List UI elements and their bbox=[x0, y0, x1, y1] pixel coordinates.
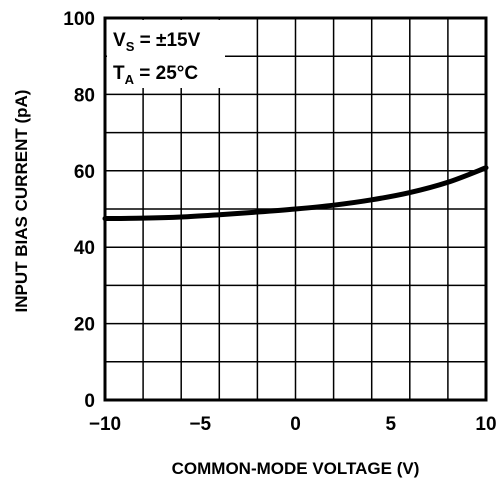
x-tick-label: −10 bbox=[89, 414, 121, 435]
y-axis-label: INPUT BIAS CURRENT (pA) bbox=[12, 90, 31, 313]
temperature-annotation: TA = 25°C bbox=[113, 63, 198, 87]
x-tick-label: 0 bbox=[290, 414, 301, 435]
annotation-background bbox=[107, 20, 225, 88]
annotation-box: VS = ±15V TA = 25°C bbox=[107, 20, 225, 88]
y-tick-label: 0 bbox=[84, 391, 95, 412]
y-tick-label: 100 bbox=[63, 9, 95, 30]
annotation-subscript: S bbox=[126, 39, 135, 54]
y-tick-labels: 0 20 40 60 80 100 bbox=[63, 9, 95, 412]
x-axis-label: COMMON-MODE VOLTAGE (V) bbox=[172, 459, 420, 478]
series-layer bbox=[102, 165, 489, 222]
plot-border bbox=[103, 16, 488, 402]
series-line bbox=[102, 165, 489, 222]
y-tick-label: 40 bbox=[74, 238, 95, 259]
y-tick-label: 80 bbox=[74, 85, 95, 106]
x-tick-label: 10 bbox=[475, 414, 496, 435]
x-tick-label: 5 bbox=[385, 414, 396, 435]
y-tick-label: 20 bbox=[74, 315, 95, 336]
annotation-subscript: A bbox=[125, 72, 135, 87]
y-tick-label: 60 bbox=[74, 162, 95, 183]
x-tick-labels: −10 −5 0 5 10 bbox=[89, 414, 497, 435]
supply-voltage-annotation: VS = ±15V bbox=[113, 30, 201, 54]
x-tick-label: −5 bbox=[189, 414, 211, 435]
